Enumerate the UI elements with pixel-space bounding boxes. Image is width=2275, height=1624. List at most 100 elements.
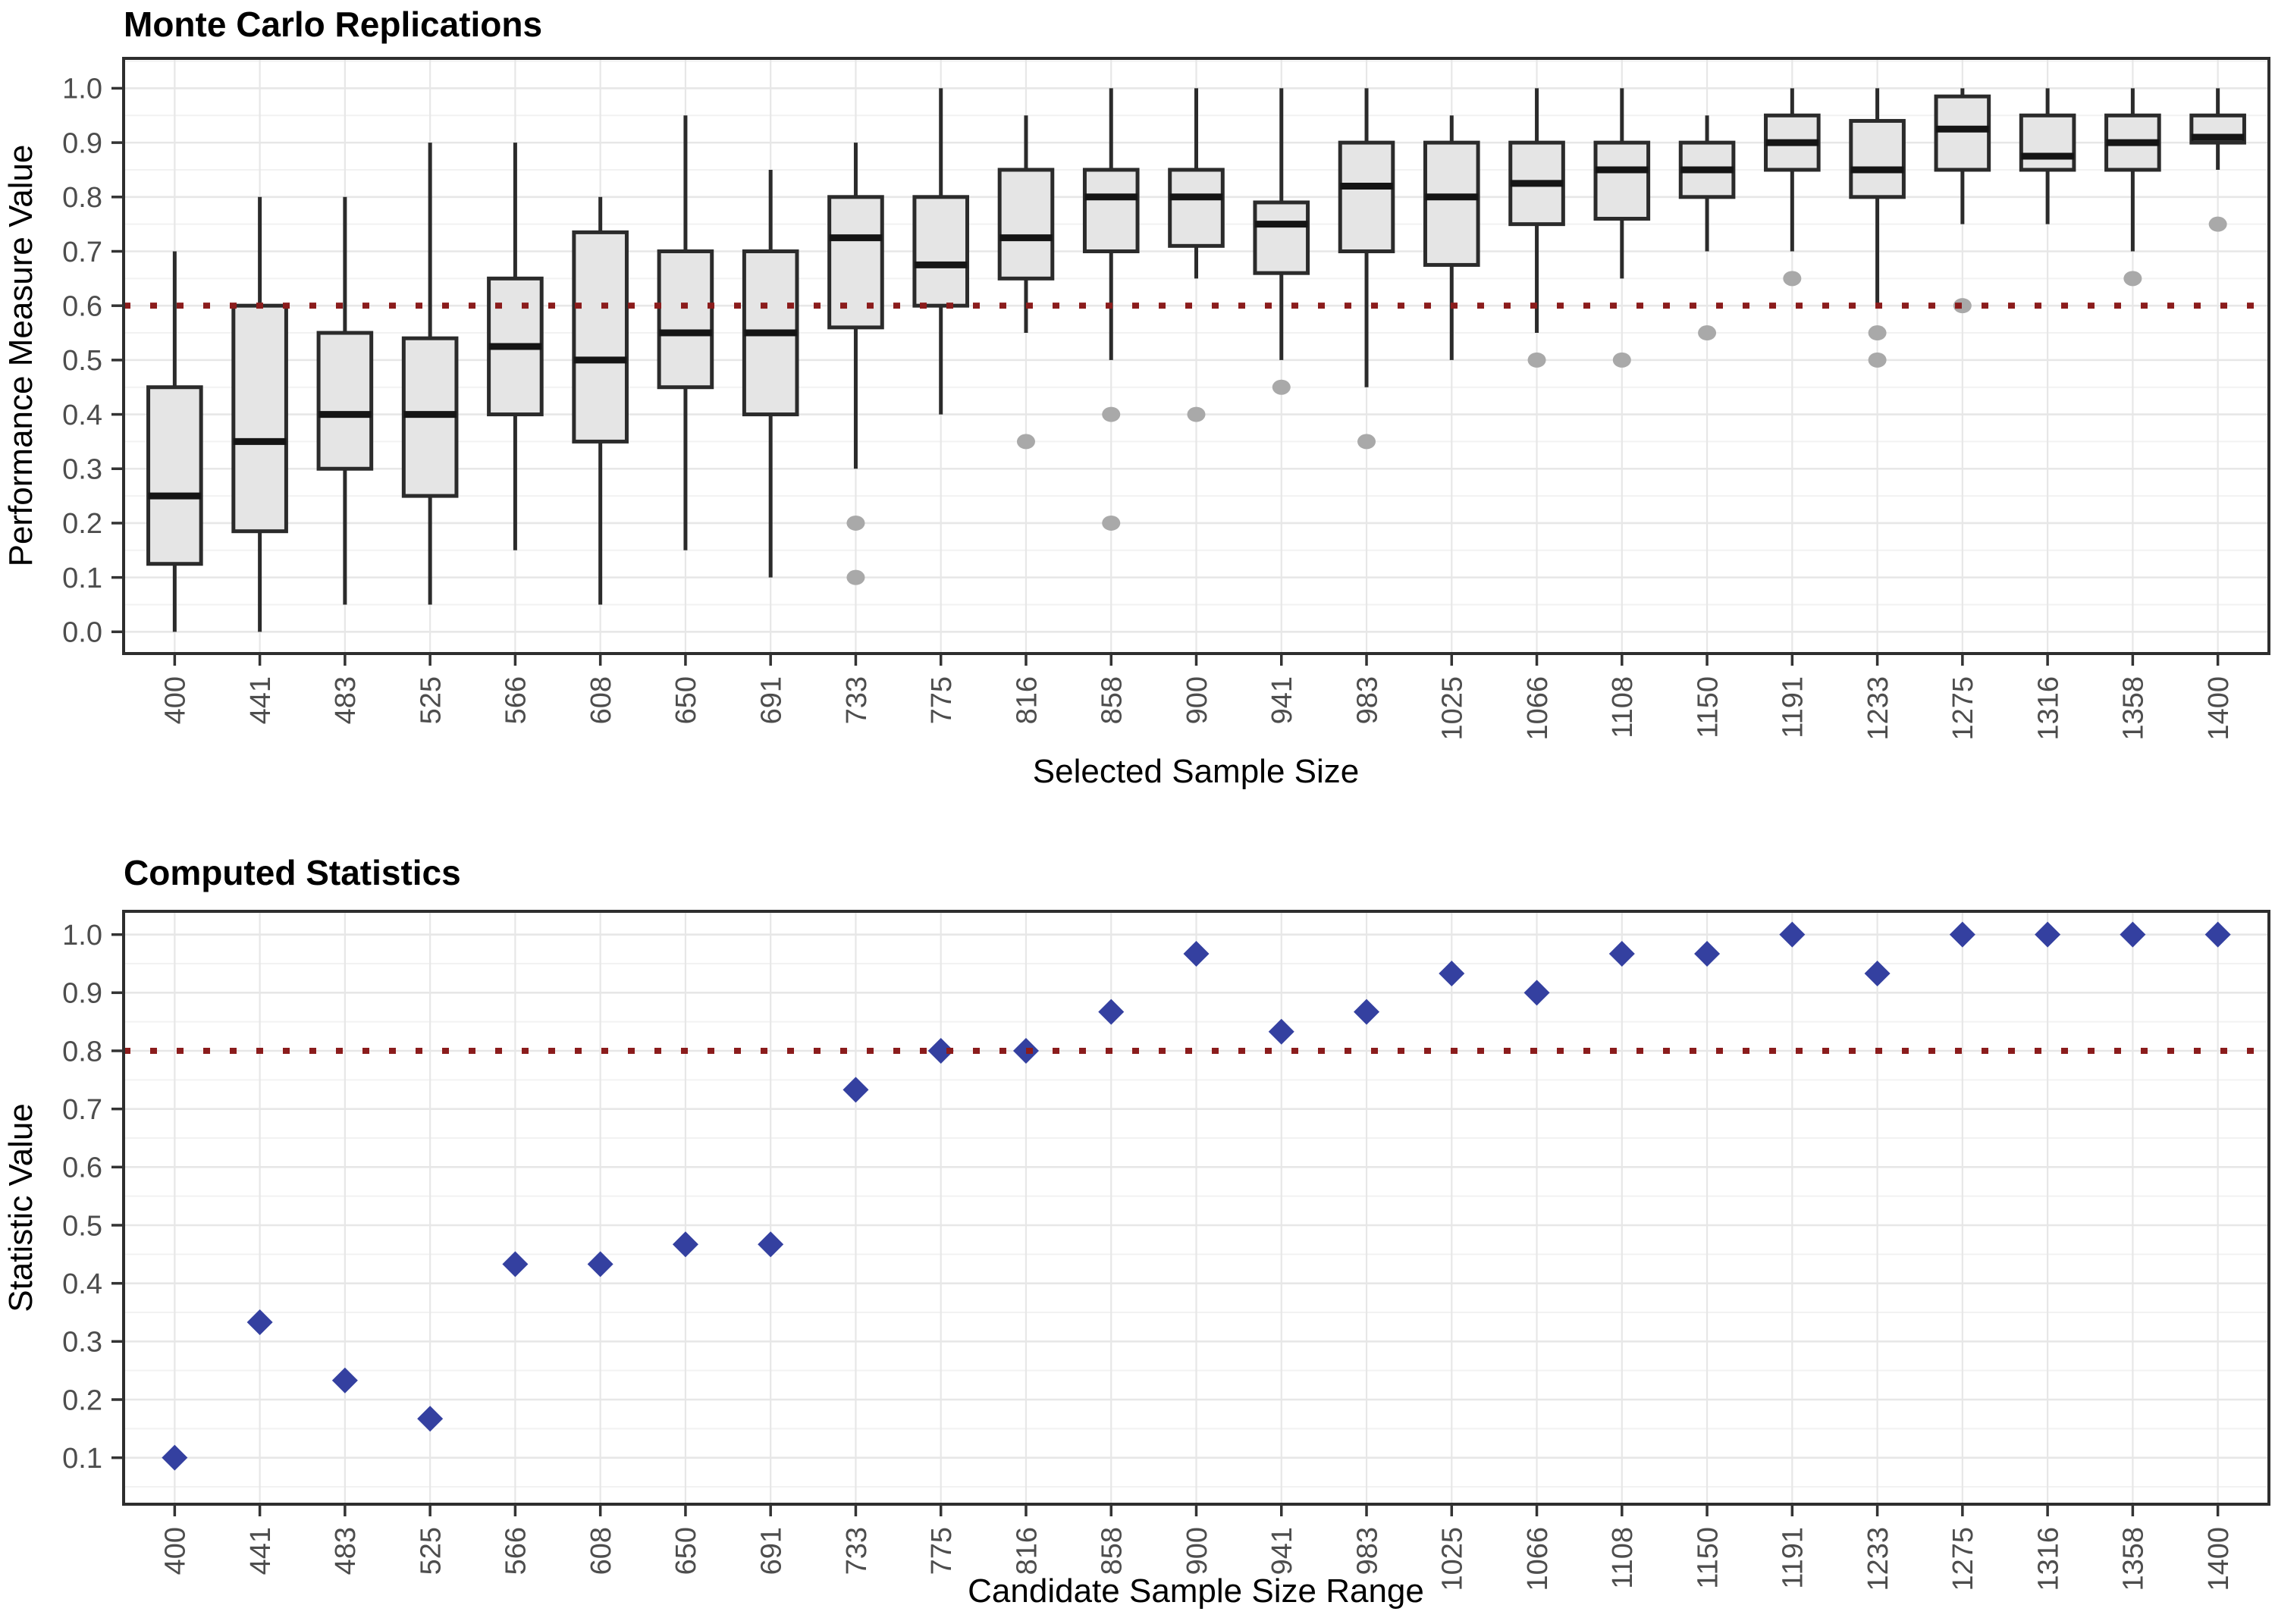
data-point: [2035, 921, 2061, 948]
data-point: [2204, 921, 2231, 948]
boxplot: [146, 251, 203, 632]
box: [572, 230, 629, 444]
data-point: [1694, 940, 1721, 967]
boxplot: [1082, 88, 1140, 531]
x-tick-label: 775: [926, 1527, 958, 1575]
boxplot: [487, 143, 544, 550]
x-axis: 400 441 483 525 566 608 650 691 733 775 816 858 900 9…: [160, 654, 2235, 741]
y-tick-label: 0.8: [62, 1036, 102, 1068]
y-tick-label: 0.6: [62, 290, 102, 322]
boxplot: [1678, 115, 1736, 341]
x-tick-label: 941: [1266, 1527, 1298, 1575]
data-point: [587, 1251, 613, 1278]
data-point: [1864, 961, 1891, 987]
x-tick-label: 816: [1011, 1527, 1043, 1575]
y-tick-label: 0.4: [62, 1268, 102, 1300]
data-point: [1268, 1018, 1294, 1045]
y-tick-label: 0.2: [62, 508, 102, 540]
x-tick-label: 1233: [1862, 1527, 1894, 1591]
box: [997, 168, 1055, 281]
data-point: [331, 1367, 358, 1394]
boxplot: [1593, 88, 1651, 368]
boxplot: [316, 196, 374, 605]
x-tick-label: 1358: [2118, 1527, 2150, 1591]
x-tick-label: 1191: [1778, 676, 1809, 738]
outlier-point: [2123, 271, 2142, 287]
x-tick-label: 1191: [1778, 1527, 1809, 1589]
outlier-point: [1527, 352, 1546, 368]
data-point: [162, 1444, 188, 1471]
y-tick-label: 0.9: [62, 127, 102, 159]
chart-title: Computed Statistics: [124, 853, 461, 892]
box: [1934, 94, 1991, 172]
box: [1082, 168, 1140, 253]
x-tick-label: 1066: [1522, 676, 1554, 741]
boxplot: [572, 196, 629, 605]
x-axis: 400 441 483 525 566 608 650 691 733 775 816 858 900 9…: [160, 1504, 2235, 1591]
y-tick-label: 0.9: [62, 978, 102, 1010]
y-tick-label: 0.2: [62, 1384, 102, 1416]
page-title: Monte Carlo Replications: [124, 5, 542, 44]
boxplot: [1338, 88, 1395, 450]
y-tick-label: 0.0: [62, 617, 102, 649]
outlier-point: [1783, 271, 1802, 287]
box: [912, 195, 970, 308]
x-tick-label: 566: [500, 676, 532, 724]
y-tick-label: 0.1: [62, 1443, 102, 1475]
x-tick-label: 650: [670, 676, 702, 724]
x-tick-label: 1316: [2032, 1527, 2064, 1591]
data-point: [246, 1309, 273, 1336]
data-point: [843, 1077, 869, 1103]
x-tick-label: 733: [841, 676, 873, 724]
data-point: [1439, 961, 1465, 987]
outlier-point: [1016, 434, 1035, 450]
boxplot: [1764, 88, 1821, 287]
x-tick-label: 1358: [2118, 676, 2150, 741]
y-tick-label: 1.0: [62, 920, 102, 952]
boxplot: [1253, 88, 1310, 395]
box: [1423, 140, 1480, 267]
x-tick-label: 1108: [1607, 676, 1639, 738]
x-tick-label: 608: [585, 1527, 617, 1575]
box: [827, 195, 884, 330]
outlier-point: [1357, 434, 1376, 450]
outlier-point: [846, 515, 865, 531]
y-axis-title: Performance Measure Value: [2, 145, 39, 567]
gridlines-vertical: [174, 911, 2219, 1504]
x-tick-label: 400: [160, 1527, 192, 1575]
outlier-point: [1102, 515, 1121, 531]
x-tick-label: 1275: [1947, 676, 1979, 741]
y-tick-label: 1.0: [62, 74, 102, 105]
data-point: [1779, 921, 1806, 948]
x-tick-label: 483: [330, 1527, 362, 1575]
x-tick-label: 858: [1097, 1527, 1128, 1575]
data-point: [927, 1038, 954, 1064]
boxplot: [2189, 88, 2246, 232]
x-tick-label: 900: [1181, 1527, 1213, 1575]
x-tick-label: 1150: [1692, 676, 1724, 738]
x-tick-label: 1108: [1607, 1527, 1639, 1589]
boxplot: [997, 115, 1055, 450]
outlier-point: [1868, 352, 1887, 368]
y-tick-label: 0.7: [62, 237, 102, 268]
boxplot: [2019, 88, 2076, 224]
box: [1168, 168, 1225, 248]
boxplot: [1508, 88, 1565, 368]
data-point: [2120, 921, 2146, 948]
outlier-point: [846, 569, 865, 585]
y-axis: 0.1 0.2 0.3 0.4 0.5 0.6 0.7 0.8 0.9 1.0: [62, 920, 124, 1475]
outlier-point: [1102, 406, 1121, 422]
x-tick-label: 441: [245, 676, 277, 724]
x-tick-label: 691: [755, 676, 787, 724]
x-tick-label: 1400: [2203, 676, 2235, 741]
y-tick-label: 0.1: [62, 563, 102, 594]
data-point: [1949, 921, 1975, 948]
data-point: [1012, 1038, 1039, 1064]
boxplot: [1423, 115, 1480, 360]
box: [316, 331, 374, 471]
box: [1338, 140, 1395, 253]
computed-statistics-scatter-chart: 0.1 0.2 0.3 0.4 0.5 0.6 0.7 0.8 0.9 1.0 400 441 483 5…: [2, 853, 2270, 1610]
